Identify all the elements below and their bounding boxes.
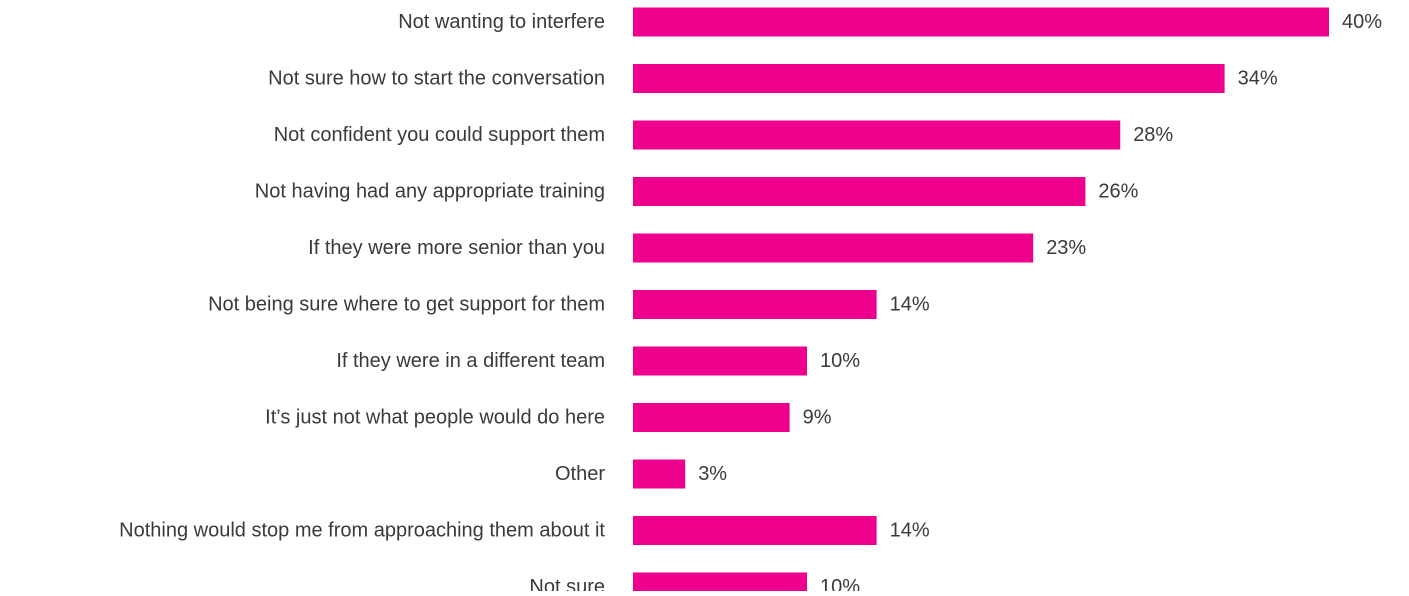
bar-row: If they were in a different team 10%: [336, 346, 860, 376]
value-label: 3%: [698, 463, 727, 485]
category-label: If they were more senior than you: [308, 237, 605, 259]
bar: [633, 459, 686, 489]
value-label: 34%: [1238, 68, 1278, 90]
bar-row: If they were more senior than you 23%: [308, 233, 1086, 263]
category-label: Nothing would stop me from approaching t…: [119, 520, 605, 542]
value-label: 26%: [1098, 181, 1138, 203]
bar-row: Nothing would stop me from approaching t…: [119, 516, 930, 545]
category-label: It’s just not what people would do here: [265, 407, 605, 429]
bar-row: Other 3%: [555, 459, 727, 489]
category-label: Not being sure where to get support for …: [208, 294, 605, 316]
bar-row: Not wanting to interfere 40%: [398, 7, 1382, 37]
category-label: Not having had any appropriate training: [255, 181, 605, 203]
category-label: Not sure: [529, 576, 605, 591]
bars-group: Not wanting to interfere 40% Not sure how …: [119, 7, 1382, 596]
value-label: 28%: [1133, 124, 1173, 146]
value-label: 14%: [890, 520, 930, 542]
bar: [633, 290, 877, 319]
category-label: Not confident you could support them: [274, 124, 605, 146]
bar: [633, 233, 1034, 263]
bar: [633, 64, 1225, 93]
bar-row: Not having had any appropriate training 2…: [255, 177, 1139, 206]
bar-row: Not being sure where to get support for …: [208, 290, 930, 319]
bar-row: It’s just not what people would do here 9…: [265, 403, 832, 432]
category-label: Not wanting to interfere: [398, 11, 605, 33]
category-label: Not sure how to start the conversation: [268, 68, 605, 90]
bar-row: Not confident you could support them 28%: [274, 120, 1173, 150]
bar: [633, 177, 1086, 206]
bar: [633, 7, 1329, 37]
bar: [633, 120, 1121, 150]
bar: [633, 516, 877, 545]
bar: [633, 346, 807, 376]
category-label: If they were in a different team: [336, 350, 605, 372]
category-label: Other: [555, 463, 605, 485]
bar: [633, 572, 807, 596]
value-label: 9%: [803, 407, 832, 429]
value-label: 23%: [1046, 237, 1086, 259]
value-label: 10%: [820, 350, 860, 372]
value-label: 14%: [890, 294, 930, 316]
value-label: 10%: [820, 576, 860, 591]
bar: [633, 403, 790, 432]
bar-row: Not sure how to start the conversation 34…: [268, 64, 1278, 93]
value-label: 40%: [1342, 11, 1382, 33]
bar-row: Not sure 10%: [529, 572, 860, 596]
